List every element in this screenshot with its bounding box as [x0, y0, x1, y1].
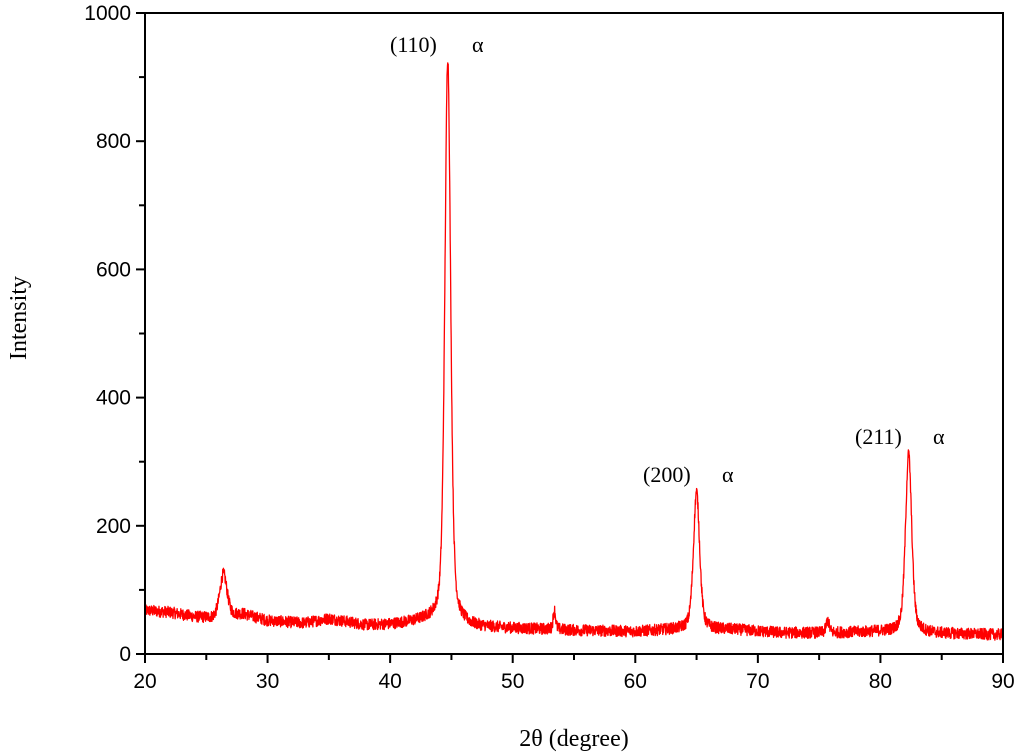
x-tick-label: 90 — [991, 670, 1014, 693]
x-tick-label: 30 — [256, 670, 279, 693]
x-tick-label: 50 — [501, 670, 524, 693]
x-axis-ticks: 20 30 40 50 60 70 80 90 — [133, 654, 1015, 693]
y-tick-label: 0 — [119, 643, 131, 666]
annotation-211-label: (211) — [855, 424, 902, 449]
annotation-110-alpha: α — [472, 32, 484, 57]
y-axis-title: Intensity — [6, 276, 32, 360]
y-tick-label: 1000 — [84, 2, 131, 25]
x-tick-label: 70 — [746, 670, 769, 693]
annotation-110: (110) α — [390, 32, 484, 57]
annotation-211: (211) α — [855, 424, 945, 449]
y-tick-label: 600 — [96, 258, 131, 281]
plot-border — [144, 12, 1004, 655]
plot-area — [144, 62, 1004, 641]
axes-frame — [144, 12, 1004, 655]
x-tick-label: 20 — [133, 670, 156, 693]
y-tick-label: 800 — [96, 130, 131, 153]
annotation-211-alpha: α — [933, 424, 945, 449]
annotation-200-alpha: α — [722, 462, 734, 487]
x-tick-label: 40 — [378, 670, 401, 693]
annotation-200-label: (200) — [643, 462, 691, 487]
x-tick-label: 60 — [624, 670, 647, 693]
annotation-110-label: (110) — [390, 32, 437, 57]
xrd-data-line — [144, 62, 1004, 641]
y-tick-label: 400 — [96, 387, 131, 410]
annotation-200: (200) α — [643, 462, 734, 487]
x-tick-label: 80 — [869, 670, 892, 693]
y-axis-ticks: 0 200 400 600 800 1000 — [84, 2, 145, 666]
x-axis-title: 2θ (degree) — [519, 726, 628, 752]
y-tick-label: 200 — [96, 515, 131, 538]
